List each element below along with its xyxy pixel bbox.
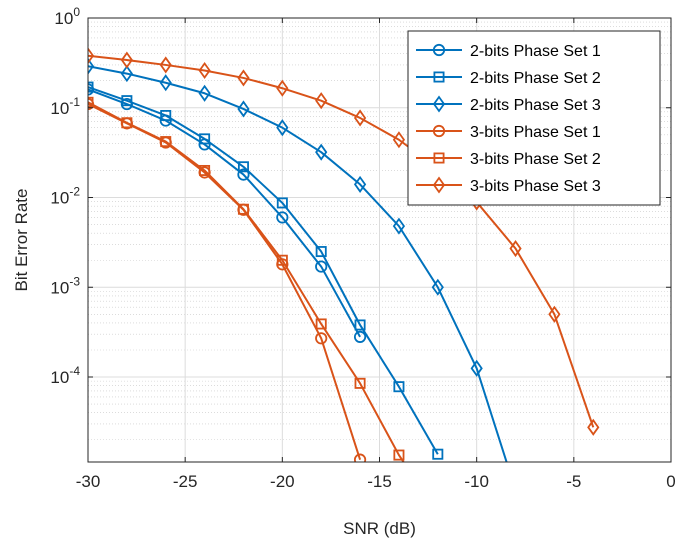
legend: 2-bits Phase Set 1 2-bits Phase Set 2 2-bi… — [407, 30, 661, 206]
y-axis-label: Bit Error Rate — [12, 189, 31, 292]
data-point-marker — [198, 84, 211, 102]
legend-item: 3-bits Phase Set 3 — [416, 176, 601, 195]
data-point-marker — [237, 100, 250, 118]
data-point-marker — [315, 318, 327, 330]
data-point-marker — [509, 239, 522, 258]
x-tick-label: -5 — [566, 472, 581, 491]
data-point-marker — [276, 119, 289, 137]
legend-marker — [432, 43, 446, 57]
series-layer — [88, 47, 600, 462]
data-point-marker — [121, 117, 133, 129]
data-point-marker — [315, 246, 327, 258]
data-point-marker — [393, 381, 405, 393]
x-tick-label: 0 — [666, 472, 675, 491]
legend-label: 3-bits Phase Set 2 — [470, 151, 601, 168]
x-tick-label: -25 — [173, 472, 198, 491]
data-point-marker — [276, 197, 288, 209]
legend-box — [407, 30, 661, 206]
data-point-marker — [353, 453, 367, 462]
legend-label: 2-bits Phase Set 1 — [470, 43, 601, 60]
legend-item: 2-bits Phase Set 3 — [416, 95, 601, 114]
series-line — [88, 54, 595, 428]
y-tick-label: 10-2 — [50, 185, 80, 208]
data-point-marker — [315, 260, 328, 273]
data-point-marker — [237, 203, 249, 215]
data-point-marker — [315, 92, 328, 110]
legend-label: 2-bits Phase Set 3 — [470, 97, 601, 114]
series-line — [88, 86, 439, 455]
series-5 — [88, 96, 405, 462]
x-tick-label: -30 — [76, 472, 101, 491]
legend-marker — [432, 176, 446, 194]
data-point-marker — [159, 74, 172, 92]
legend-marker — [432, 124, 446, 138]
x-tick-label: -10 — [464, 472, 489, 491]
data-point-marker — [587, 418, 600, 436]
legend-item: 2-bits Phase Set 1 — [416, 43, 601, 60]
legend-item: 3-bits Phase Set 1 — [416, 124, 601, 141]
data-point-marker — [160, 109, 172, 121]
data-point-marker — [276, 79, 289, 97]
data-point-marker — [431, 278, 444, 296]
data-point-marker — [199, 164, 211, 176]
data-point-marker — [237, 69, 250, 87]
data-point-marker — [353, 330, 367, 343]
data-point-marker — [120, 65, 133, 83]
series-2 — [88, 81, 444, 460]
legend-label: 3-bits Phase Set 3 — [470, 178, 601, 195]
data-point-marker — [276, 254, 288, 266]
legend-label: 3-bits Phase Set 1 — [470, 124, 601, 141]
data-point-marker — [354, 319, 366, 331]
series-line — [88, 65, 508, 462]
series-line — [88, 101, 405, 462]
legend-label: 2-bits Phase Set 2 — [470, 70, 601, 87]
data-point-marker — [548, 305, 561, 323]
tick-layer: -30 -25 -20 -15 -10 -5 0 100 10-1 10-2 10-3 10-4 — [50, 5, 675, 491]
data-point-marker — [237, 161, 249, 173]
legend-item: 2-bits Phase Set 2 — [416, 70, 601, 87]
data-point-marker — [353, 109, 367, 127]
data-point-marker — [198, 61, 211, 80]
data-point-marker — [160, 136, 172, 148]
data-point-marker — [315, 143, 328, 161]
data-point-marker — [159, 56, 172, 74]
data-point-marker — [470, 359, 483, 377]
data-point-marker — [354, 377, 366, 389]
legend-marker — [433, 71, 445, 83]
data-point-marker — [121, 95, 133, 107]
x-tick-label: -15 — [367, 472, 392, 491]
legend-marker — [433, 152, 445, 164]
y-tick-label: 100 — [54, 5, 80, 28]
data-point-marker — [353, 175, 367, 193]
data-point-marker — [393, 449, 405, 461]
x-axis-label: SNR (dB) — [343, 519, 416, 538]
data-point-marker — [432, 448, 444, 460]
legend-item: 3-bits Phase Set 2 — [416, 151, 601, 168]
data-point-marker — [392, 131, 406, 149]
x-tick-label: -20 — [270, 472, 295, 491]
data-point-marker — [88, 47, 95, 65]
legend-marker — [432, 95, 446, 113]
data-point-marker — [120, 51, 133, 69]
data-point-marker — [199, 133, 211, 145]
series-line — [88, 88, 361, 338]
y-tick-label: 10-4 — [50, 364, 80, 387]
series-3 — [88, 57, 508, 462]
y-tick-label: 10-3 — [50, 274, 80, 297]
data-point-marker — [88, 57, 95, 75]
data-point-marker — [392, 217, 406, 235]
data-point-marker — [315, 332, 328, 345]
data-point-marker — [276, 211, 289, 224]
y-tick-label: 10-1 — [50, 95, 80, 118]
data-point-marker — [237, 168, 250, 181]
